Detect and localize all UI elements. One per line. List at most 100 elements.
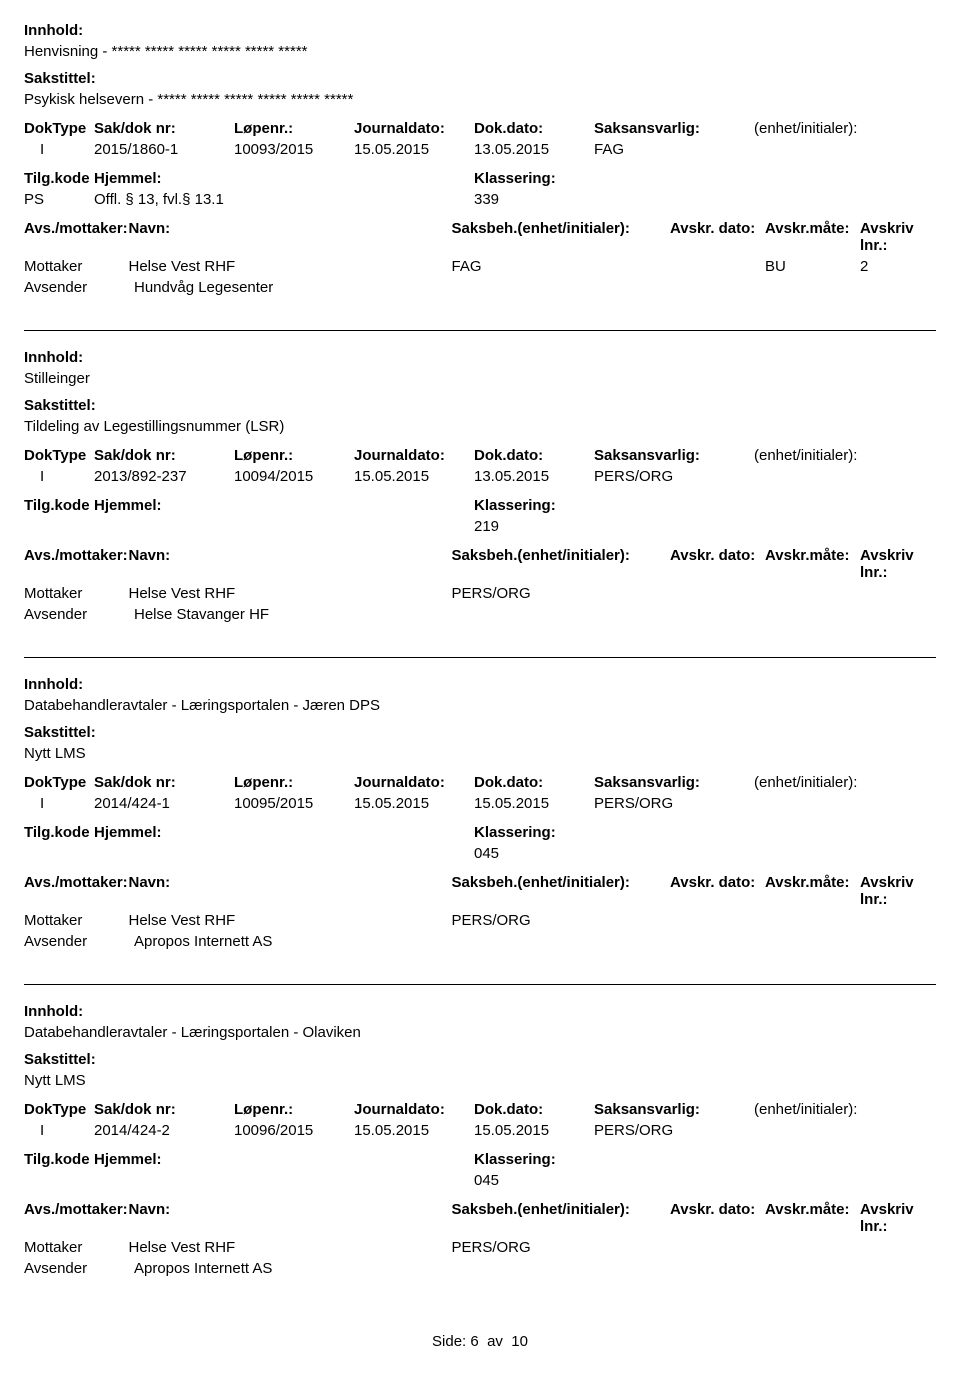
saksansvarlig-header: Saksansvarlig: xyxy=(594,447,754,464)
entries-container: Innhold: Henvisning - ***** ***** ***** … xyxy=(24,22,936,1293)
hjemmel-header-row: Tilg.kode Hjemmel: Klassering: xyxy=(24,497,936,514)
doktype-value: I xyxy=(24,141,94,158)
avskrmate-value: BU xyxy=(765,258,860,275)
avskrmate-header: Avskr.måte: xyxy=(765,874,860,891)
mottaker-navn: Helse Vest RHF xyxy=(129,912,452,929)
dokdato-header: Dok.dato: xyxy=(474,774,594,791)
saksbeh-value: PERS/ORG xyxy=(452,1239,671,1256)
sakstittel-value: Nytt LMS xyxy=(24,1072,936,1089)
mottaker-role: Mottaker xyxy=(24,1239,129,1256)
avsender-row: Avsender Hundvåg Legesenter xyxy=(24,279,936,296)
doktype-header: DokType xyxy=(24,447,94,464)
sakstittel-label: Sakstittel: xyxy=(24,397,936,414)
tilgkode-header: Tilg.kode xyxy=(24,170,94,187)
tilgkode-header: Tilg.kode xyxy=(24,497,94,514)
navn-header: Navn: xyxy=(129,874,452,891)
meta-header-row: DokType Sak/dok nr: Løpenr.: Journaldato… xyxy=(24,774,936,791)
hjemmel-header: Hjemmel: xyxy=(94,497,474,514)
meta-value-row: I 2014/424-2 10096/2015 15.05.2015 15.05… xyxy=(24,1122,936,1139)
saksbeh-header: Saksbeh.(enhet/initialer): xyxy=(452,874,671,891)
avskrlnr-header: Avskriv lnr.: xyxy=(860,1201,936,1235)
page-number: 6 xyxy=(470,1333,478,1350)
avskrmate-header: Avskr.måte: xyxy=(765,1201,860,1218)
saksbeh-value: PERS/ORG xyxy=(452,912,671,929)
innhold-label: Innhold: xyxy=(24,676,936,693)
journal-entry: Innhold: Henvisning - ***** ***** ***** … xyxy=(24,22,936,312)
avsender-role: Avsender xyxy=(24,279,134,296)
journaldato-value: 15.05.2015 xyxy=(354,1122,474,1139)
klassering-value: 219 xyxy=(474,518,674,535)
sakdok-value: 2013/892-237 xyxy=(94,468,234,485)
journaldato-header: Journaldato: xyxy=(354,774,474,791)
hjemmel-value-row: 219 xyxy=(24,518,936,535)
sakstittel-label: Sakstittel: xyxy=(24,1051,936,1068)
avsmottaker-header: Avs./mottaker: xyxy=(24,1201,129,1218)
journaldato-value: 15.05.2015 xyxy=(354,468,474,485)
page: Innhold: Henvisning - ***** ***** ***** … xyxy=(0,0,960,1380)
hjemmel-header-row: Tilg.kode Hjemmel: Klassering: xyxy=(24,824,936,841)
mottaker-navn: Helse Vest RHF xyxy=(129,1239,452,1256)
saksansvarlig-header: Saksansvarlig: xyxy=(594,1101,754,1118)
lopenr-header: Løpenr.: xyxy=(234,447,354,464)
journaldato-value: 15.05.2015 xyxy=(354,141,474,158)
enhet-header: (enhet/initialer): xyxy=(754,1101,914,1118)
tilgkode-header: Tilg.kode xyxy=(24,824,94,841)
mottaker-navn: Helse Vest RHF xyxy=(129,585,452,602)
saksansvarlig-value: PERS/ORG xyxy=(594,795,754,812)
avskrlnr-header: Avskriv lnr.: xyxy=(860,220,936,254)
sakdok-header: Sak/dok nr: xyxy=(94,120,234,137)
meta-value-row: I 2013/892-237 10094/2015 15.05.2015 13.… xyxy=(24,468,936,485)
avsender-navn: Helse Stavanger HF xyxy=(134,606,474,623)
meta-header-row: DokType Sak/dok nr: Løpenr.: Journaldato… xyxy=(24,120,936,137)
sakstittel-label: Sakstittel: xyxy=(24,70,936,87)
total-pages: 10 xyxy=(511,1333,528,1350)
klassering-header: Klassering: xyxy=(474,170,674,187)
mottaker-row: Mottaker Helse Vest RHF PERS/ORG xyxy=(24,912,936,929)
avsender-role: Avsender xyxy=(24,606,134,623)
navn-header: Navn: xyxy=(129,1201,452,1218)
doktype-header: DokType xyxy=(24,1101,94,1118)
tilgkode-value: PS xyxy=(24,191,94,208)
saksansvarlig-header: Saksansvarlig: xyxy=(594,120,754,137)
doktype-value: I xyxy=(24,795,94,812)
hjemmel-value-row: PS Offl. § 13, fvl.§ 13.1 339 xyxy=(24,191,936,208)
avskrmate-header: Avskr.måte: xyxy=(765,220,860,237)
mottaker-role: Mottaker xyxy=(24,258,129,275)
dokdato-header: Dok.dato: xyxy=(474,120,594,137)
entry-divider xyxy=(24,330,936,331)
lopenr-value: 10093/2015 xyxy=(234,141,354,158)
hjemmel-header: Hjemmel: xyxy=(94,824,474,841)
journal-entry: Innhold: Stilleinger Sakstittel: Tildeli… xyxy=(24,349,936,639)
journal-entry: Innhold: Databehandleravtaler - Læringsp… xyxy=(24,676,936,966)
klassering-value: 045 xyxy=(474,1172,674,1189)
enhet-header: (enhet/initialer): xyxy=(754,774,914,791)
avsender-row: Avsender Apropos Internett AS xyxy=(24,1260,936,1277)
lopenr-header: Løpenr.: xyxy=(234,1101,354,1118)
doktype-header: DokType xyxy=(24,120,94,137)
enhet-header: (enhet/initialer): xyxy=(754,120,914,137)
journal-entry: Innhold: Databehandleravtaler - Læringsp… xyxy=(24,1003,936,1293)
dokdato-header: Dok.dato: xyxy=(474,1101,594,1118)
av-label: av xyxy=(487,1333,503,1350)
hjemmel-header-row: Tilg.kode Hjemmel: Klassering: xyxy=(24,170,936,187)
meta-value-row: I 2015/1860-1 10093/2015 15.05.2015 13.0… xyxy=(24,141,936,158)
avskrmate-header: Avskr.måte: xyxy=(765,547,860,564)
doktype-header: DokType xyxy=(24,774,94,791)
avskrlnr-header: Avskriv lnr.: xyxy=(860,547,936,581)
innhold-label: Innhold: xyxy=(24,1003,936,1020)
klassering-value: 045 xyxy=(474,845,674,862)
journaldato-header: Journaldato: xyxy=(354,447,474,464)
sakstittel-value: Psykisk helsevern - ***** ***** ***** **… xyxy=(24,91,936,108)
saksbeh-header: Saksbeh.(enhet/initialer): xyxy=(452,547,671,564)
sakdok-header: Sak/dok nr: xyxy=(94,1101,234,1118)
hjemmel-value-row: 045 xyxy=(24,845,936,862)
avsender-navn: Apropos Internett AS xyxy=(134,1260,474,1277)
dokdato-value: 15.05.2015 xyxy=(474,795,594,812)
lopenr-value: 10094/2015 xyxy=(234,468,354,485)
sakdok-header: Sak/dok nr: xyxy=(94,774,234,791)
doktype-value: I xyxy=(24,1122,94,1139)
mottaker-role: Mottaker xyxy=(24,585,129,602)
meta-value-row: I 2014/424-1 10095/2015 15.05.2015 15.05… xyxy=(24,795,936,812)
klassering-header: Klassering: xyxy=(474,1151,674,1168)
innhold-label: Innhold: xyxy=(24,349,936,366)
